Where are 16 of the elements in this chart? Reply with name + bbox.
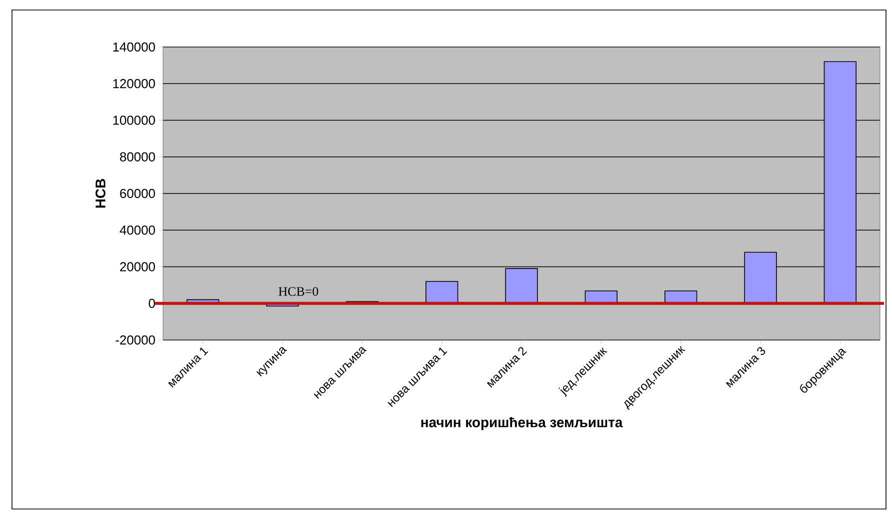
y-tick-label: 40000 [120,226,155,235]
y-tick-label: 60000 [120,188,155,198]
bar [744,252,777,304]
bar [426,280,458,304]
y-axis-title: НСВ [96,179,106,208]
bar [824,61,857,304]
y-tick-label: 140000 [113,42,155,52]
y-tick-label: 0 [148,298,155,308]
ref-line-label: НСВ=0 [278,287,318,296]
y-tick-label: 100000 [113,116,155,125]
y-tick-label: 120000 [113,79,155,88]
x-axis-title: начин коришћења земљишта [421,417,623,430]
bar [505,268,538,304]
y-tick-label: -20000 [116,335,155,345]
y-tick-label: 80000 [120,152,155,162]
y-tick-label: 20000 [120,262,155,272]
